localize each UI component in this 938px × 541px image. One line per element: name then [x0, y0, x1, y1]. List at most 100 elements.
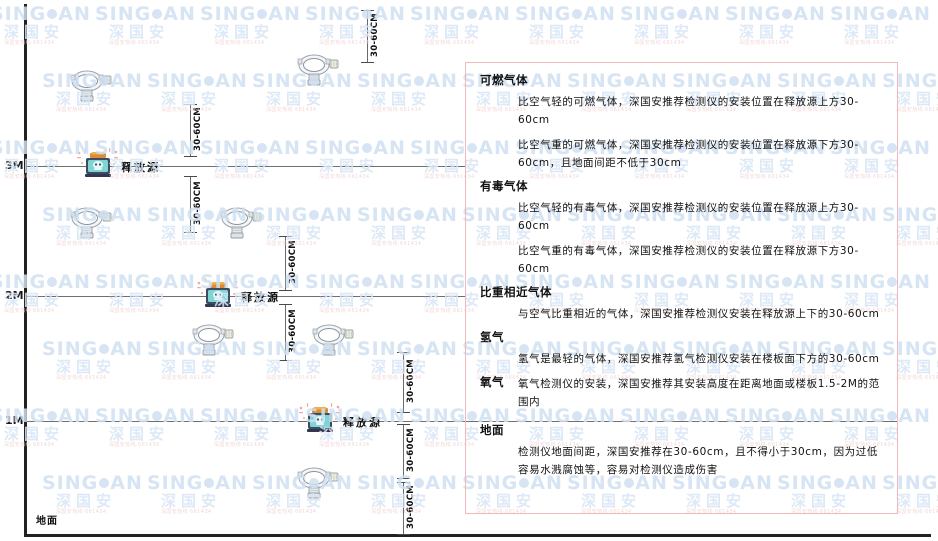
dimension-label: 30-60CM — [406, 428, 416, 472]
level-label-1m: 1M — [5, 414, 24, 427]
watermark-brand-cn: 深国安 — [739, 23, 800, 41]
panel-section-ground: 地面 检测仪地面间距，深国安推荐在30-60cm，且不得小于30cm，因为过低容易… — [480, 423, 883, 479]
dimension-label: 30-60CM — [370, 13, 380, 57]
watermark-hotline: 深国安热线·661434 — [214, 174, 265, 180]
watermark-hotline: 深国安热线·661434 — [371, 375, 422, 381]
dimension-tick — [361, 62, 374, 63]
dimension-rail — [285, 304, 286, 360]
dimension-tick — [184, 104, 197, 105]
dimension-tick — [397, 424, 410, 425]
panel-section-text: 比空气重的有毒气体，深国安推荐检测仪的安装位置在释放源下方30-60cm — [518, 245, 859, 275]
watermark-dot-icon — [47, 142, 58, 153]
watermark-dot-icon — [257, 8, 268, 19]
dimension-label: 30-60CM — [288, 309, 298, 353]
watermark-hotline: 深国安热线·661434 — [371, 241, 422, 247]
watermark-dot-icon — [309, 209, 320, 220]
panel-section-title: 可燃气体 — [480, 73, 528, 87]
panel-section-toxic: 有毒气体比空气轻的有毒气体，深国安推荐检测仪的安装位置在释放源上方30-60cm… — [480, 179, 883, 278]
watermark-hotline: 深国安热线·661434 — [266, 241, 317, 247]
watermark-dot-icon — [204, 477, 215, 488]
watermark-brand-cn: 深国安 — [896, 492, 938, 510]
watermark-brand-cn: 深国安 — [109, 291, 170, 309]
watermark-hotline: 深国安热线·661434 — [319, 308, 370, 314]
watermark-hotline: 深国安热线·661434 — [4, 40, 55, 46]
watermark-hotline: 深国安热线·661434 — [4, 308, 55, 314]
panel-section-title: 地面 — [480, 423, 504, 437]
dimension-tick — [397, 534, 410, 535]
watermark-hotline: 深国安热线·661434 — [109, 174, 160, 180]
dimension-rail — [285, 236, 286, 290]
panel-section-title: 有毒气体 — [480, 179, 528, 193]
watermark-hotline: 深国安热线·661434 — [896, 107, 938, 113]
watermark-dot-icon — [782, 8, 793, 19]
release-source-icon — [307, 407, 333, 432]
watermark-dot-icon — [887, 8, 898, 19]
watermark-brand-cn: 深国安 — [424, 23, 485, 41]
watermark-brand-cn: 深国安 — [371, 224, 432, 242]
dimension-tick — [397, 352, 410, 353]
watermark-hotline: 深国安热线·661434 — [371, 107, 422, 113]
recommendation-panel: 可燃气体 比空气轻的可燃气体，深国安推荐检测仪的安装位置在释放源上方30-60cm… — [465, 62, 898, 514]
watermark-hotline: 深国安热线·661434 — [634, 40, 685, 46]
dimension-tick — [397, 412, 410, 413]
watermark-dot-icon — [257, 142, 268, 153]
watermark-brand-cn: 深国安 — [266, 224, 327, 242]
watermark-hotline: 深国安热线·661434 — [214, 40, 265, 46]
gas-detector — [310, 322, 356, 356]
panel-section-text: 比空气轻的有毒气体，深国安推荐检测仪的安装位置在释放源上方30-60cm — [518, 202, 859, 232]
watermark-hotline: 深国安热线·661434 — [161, 509, 212, 515]
level-line-2m — [24, 296, 465, 297]
watermark-dot-icon — [204, 75, 215, 86]
panel-section-oxygen: 氧气 氧气检测仪的安装，深国安推荐其安装高度在距离地面或楼板1.5-2M的范围内 — [480, 375, 883, 411]
release-source-label: 释放源 — [121, 161, 160, 174]
watermark-hotline: 深国安热线·661434 — [266, 375, 317, 381]
panel-section-text: 与空气比重相近的气体，深国安推荐检测仪安装在释放源上下的30-60cm — [518, 308, 880, 320]
watermark-hotline: 深国安热线·661434 — [161, 107, 212, 113]
panel-section-combustible: 可燃气体 比空气轻的可燃气体，深国安推荐检测仪的安装位置在释放源上方30-60cm… — [480, 73, 883, 172]
dimension-label: 30-60CM — [193, 181, 203, 225]
release-source — [203, 282, 233, 308]
gas-detector-icon — [297, 54, 339, 86]
watermark-dot-icon — [257, 410, 268, 421]
panel-section-text: 氢气是最轻的气体，深国安推荐氢气检测仪安装在楼板面下方的30-60cm — [518, 353, 880, 365]
release-source-icon — [85, 152, 111, 177]
watermark-brand-cn: 深国安 — [896, 224, 938, 242]
watermark-brand-cn: 深国安 — [4, 23, 65, 41]
watermark-dot-icon — [152, 142, 163, 153]
panel-section-text: 检测仪地面间距，深国安推荐在30-60cm，且不得小于30cm，因为过低容易水溅… — [518, 446, 878, 476]
watermark-brand-cn: 深国安 — [161, 90, 222, 108]
watermark-brand-cn: 深国安 — [529, 23, 590, 41]
dimension-tick — [397, 478, 410, 479]
watermark-brand-cn: 深国安 — [896, 90, 938, 108]
watermark-dot-icon — [677, 8, 688, 19]
release-source-icon — [205, 282, 231, 307]
watermark-hotline: 深国安热线·661434 — [896, 375, 938, 381]
level-line-3m — [24, 166, 465, 167]
level-line-1m — [24, 421, 898, 422]
watermark-hotline: 深国安热线·661434 — [109, 442, 160, 448]
dimension-rail — [403, 352, 404, 412]
panel-section-title: 比重相近气体 — [480, 285, 552, 299]
watermark-hotline: 深国安热线·661434 — [371, 509, 422, 515]
watermark-brand-cn: 深国安 — [161, 358, 222, 376]
watermark-dot-icon — [152, 8, 163, 19]
release-source — [83, 152, 113, 178]
